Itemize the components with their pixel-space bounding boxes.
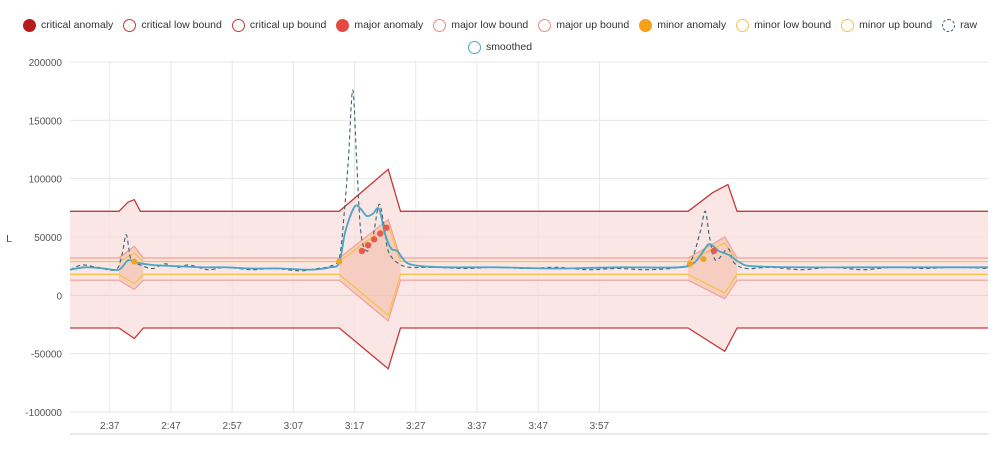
legend-row: smoothed [0, 36, 1000, 58]
minor-anomaly-point [131, 258, 138, 265]
legend-label: major anomaly [354, 19, 424, 31]
x-tick-label: 2:57 [222, 421, 242, 432]
legend-swatch-icon [123, 18, 137, 32]
legend-label: minor low bound [754, 19, 832, 31]
legend-label: critical anomaly [40, 19, 114, 31]
legend-swatch-icon [736, 18, 750, 32]
x-tick-label: 2:47 [161, 421, 181, 432]
critical-low-bound-line [70, 327, 988, 370]
y-axis-label: L [6, 234, 12, 245]
critical-band [70, 169, 988, 369]
y-tick-label: 100000 [29, 175, 63, 186]
major-anomaly-point [377, 230, 384, 237]
major-anomaly-point [358, 247, 366, 255]
legend-item-critical-low-bound[interactable]: critical low bound [123, 18, 222, 32]
smoothed-series-line [69, 204, 989, 272]
x-tick-label: 3:37 [467, 421, 487, 432]
y-tick-label: 200000 [29, 58, 63, 69]
anomaly-region-fill [339, 219, 401, 321]
legend-item-critical-anomaly[interactable]: critical anomaly [22, 18, 114, 32]
legend-item-major-up-bound[interactable]: major up bound [538, 18, 630, 32]
legend-label: major low bound [451, 19, 529, 31]
legend-label: critical up bound [249, 19, 327, 31]
legend-swatch-icon [538, 18, 552, 32]
legend-swatch-icon [467, 40, 481, 54]
legend-label: smoothed [485, 41, 533, 53]
bound-bands [70, 169, 988, 369]
x-tick-label: 3:57 [590, 421, 610, 432]
legend-swatch-icon [22, 18, 36, 32]
legend-item-smoothed[interactable]: smoothed [467, 40, 533, 54]
legend-row: critical anomaly critical low bound critic… [0, 14, 1000, 36]
major-anomaly-point [383, 224, 390, 231]
x-tick-label: 3:27 [406, 421, 426, 432]
legend-item-major-anomaly[interactable]: major anomaly [336, 18, 424, 32]
legend-item-minor-low-bound[interactable]: minor low bound [736, 18, 832, 32]
x-tick-label: 3:17 [345, 421, 365, 432]
legend-swatch-icon [841, 18, 855, 32]
chart-legend: critical anomaly critical low bound critic… [0, 14, 1000, 58]
y-tick-label: 50000 [34, 233, 62, 244]
axes: 200000 150000 100000 50000 0 -50000 -100000 2:3… [25, 58, 988, 435]
minor-anomaly-point [336, 258, 343, 265]
legend-swatch-icon [336, 18, 350, 32]
major-anomaly-point [370, 236, 378, 243]
legend-swatch-icon [942, 18, 956, 32]
x-tick-label: 3:47 [528, 421, 548, 432]
critical-up-bound-line [70, 168, 988, 212]
legend-label: raw [960, 19, 978, 31]
minor-anomaly-point [700, 256, 707, 263]
legend-item-critical-up-bound[interactable]: critical up bound [231, 18, 327, 32]
x-tick-label: 3:07 [284, 421, 304, 432]
y-tick-label: 0 [56, 291, 62, 302]
y-tick-label: 150000 [29, 116, 63, 127]
legend-label: minor anomaly [657, 19, 727, 31]
minor-anomaly-point [686, 260, 693, 267]
minor-low-bound-line [70, 273, 988, 317]
legend-item-minor-anomaly[interactable]: minor anomaly [639, 18, 727, 32]
major-low-bound-line [70, 279, 988, 323]
legend-item-raw[interactable]: raw [942, 18, 978, 32]
major-anomaly-point [710, 247, 718, 255]
legend-item-minor-up-bound[interactable]: minor up bound [841, 18, 933, 32]
legend-swatch-icon [231, 18, 245, 32]
legend-label: critical low bound [141, 19, 222, 31]
y-tick-label: -50000 [31, 350, 63, 361]
legend-label: major up bound [556, 19, 630, 31]
anomaly-points [131, 224, 718, 267]
y-tick-label: -100000 [25, 408, 62, 419]
x-tick-label: 2:37 [100, 421, 120, 432]
legend-item-major-low-bound[interactable]: major low bound [433, 18, 529, 32]
major-anomaly-point [364, 241, 372, 249]
legend-swatch-icon [639, 18, 653, 32]
legend-label: minor up bound [859, 19, 933, 31]
legend-swatch-icon [433, 18, 447, 32]
